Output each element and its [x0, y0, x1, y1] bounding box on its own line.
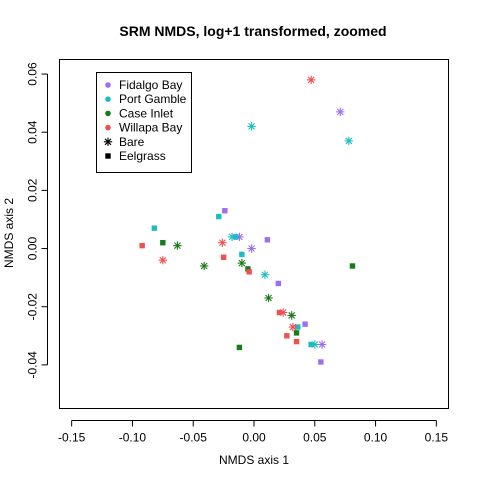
bare-point [344, 136, 354, 146]
legend-habitat-label: Bare [119, 135, 145, 149]
legend-box [96, 72, 192, 173]
legend-site-marker [105, 96, 111, 102]
eelgrass-point [284, 333, 290, 339]
eelgrass-point [220, 254, 227, 260]
eelgrass-point [160, 240, 166, 246]
y-tick-label: -0.02 [26, 293, 40, 321]
bare-point [288, 322, 298, 332]
legend-habitat-label: Eelgrass [119, 149, 166, 163]
x-axis-label: NMDS axis 1 [219, 453, 289, 467]
legend-site-label: Fidalgo Bay [119, 78, 182, 92]
legend-habitat-marker [103, 137, 113, 146]
eelgrass-point [318, 359, 324, 365]
bare-point [218, 238, 227, 247]
bare-point [199, 261, 209, 271]
legend-habitat-marker [105, 153, 111, 159]
y-tick-label: 0.04 [26, 120, 40, 144]
legend-site-marker [105, 124, 111, 131]
bare-point [287, 311, 296, 320]
y-tick-label: 0.00 [26, 237, 40, 261]
x-tick-label: -0.10 [119, 431, 147, 445]
y-tick-label: 0.02 [26, 178, 40, 202]
bare-point [158, 255, 168, 265]
eelgrass-point [264, 237, 271, 243]
eelgrass-point [222, 208, 228, 214]
bare-point [173, 241, 182, 250]
eelgrass-point [293, 330, 300, 336]
eelgrass-point [295, 324, 301, 330]
data-points [139, 75, 356, 365]
y-tick-label: 0.06 [26, 62, 40, 86]
eelgrass-point [308, 341, 314, 348]
x-tick-label: -0.05 [180, 431, 208, 445]
bare-point [306, 75, 316, 85]
plot-frame [59, 59, 449, 409]
eelgrass-point [233, 234, 239, 240]
eelgrass-point [236, 344, 243, 351]
x-tick-label: 0.05 [303, 431, 327, 445]
bare-point [237, 258, 247, 268]
legend-site-label: Port Gamble [119, 92, 187, 106]
eelgrass-point [151, 225, 158, 231]
bare-point [317, 340, 327, 349]
eelgrass-point [275, 280, 282, 287]
eelgrass-point [139, 242, 145, 249]
eelgrass-point [349, 263, 356, 269]
y-axis: -0.04 -0.02 0.00 0.02 0.04 0.06 [26, 62, 48, 379]
x-axis: -0.15 -0.10 -0.05 0.00 0.05 0.10 0.15 [58, 420, 449, 445]
eelgrass-point [302, 321, 308, 327]
eelgrass-point [216, 213, 222, 220]
eelgrass-point [293, 338, 300, 345]
x-tick-label: 0.10 [364, 431, 388, 445]
bare-point [247, 122, 256, 131]
y-axis-label: NMDS axis 2 [2, 198, 16, 268]
legend-site-label: Willapa Bay [119, 121, 182, 135]
eelgrass-point [239, 251, 245, 258]
legend-site-label: Case Inlet [119, 106, 174, 120]
bare-point [264, 293, 273, 303]
legend-site-marker [105, 82, 111, 88]
x-tick-label: 0.00 [242, 431, 266, 445]
bare-point [260, 270, 270, 279]
bare-point [247, 244, 256, 253]
eelgrass-point [246, 269, 252, 275]
bare-point [336, 107, 345, 117]
chart-title: SRM NMDS, log+1 transformed, zoomed [119, 23, 386, 39]
y-tick-label: -0.04 [26, 351, 40, 379]
eelgrass-point [245, 266, 251, 272]
x-tick-label: -0.15 [58, 431, 86, 445]
x-tick-label: 0.15 [425, 431, 449, 445]
eelgrass-point [276, 309, 283, 316]
legend-site-marker [105, 110, 111, 117]
